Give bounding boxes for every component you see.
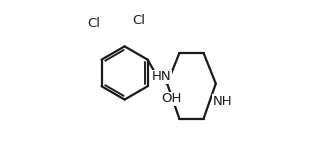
Text: OH: OH bbox=[161, 92, 181, 105]
Text: Cl: Cl bbox=[87, 17, 100, 30]
Text: NH: NH bbox=[213, 95, 232, 108]
Text: Cl: Cl bbox=[133, 14, 145, 27]
Text: HN: HN bbox=[152, 70, 171, 83]
